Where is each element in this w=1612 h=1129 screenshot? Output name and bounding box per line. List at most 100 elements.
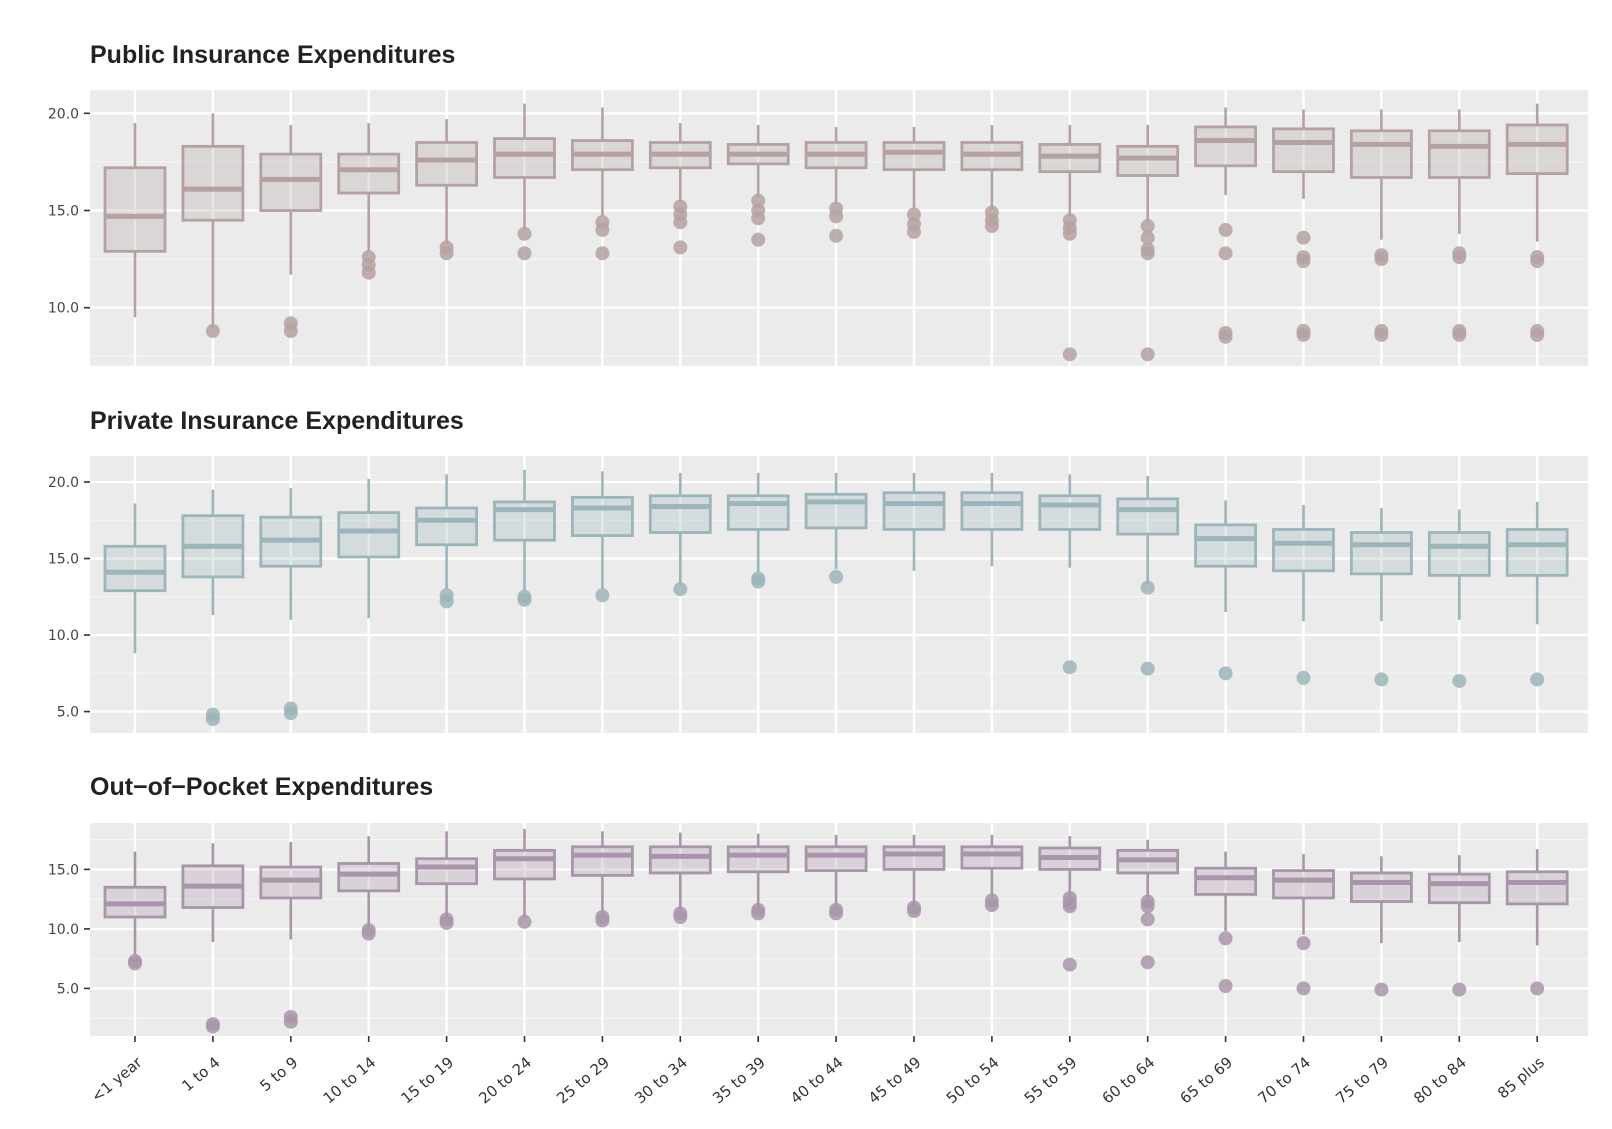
box-iqr: [337, 152, 401, 195]
box-17: [1427, 509, 1491, 688]
box-12: [1038, 474, 1102, 675]
outlier-point: [595, 588, 610, 603]
box-0: [103, 123, 167, 318]
outlier-point: [1530, 981, 1545, 996]
box-iqr: [571, 845, 634, 877]
outlier-point: [1530, 254, 1545, 269]
box-13: [1116, 124, 1180, 362]
box-6: [571, 471, 634, 603]
box-14: [1194, 851, 1257, 994]
outlier-point: [1140, 661, 1155, 676]
x-tick-label: 1 to 4: [178, 1053, 223, 1095]
box-8: [726, 124, 790, 247]
box-iqr: [493, 848, 556, 881]
box-9: [804, 472, 868, 584]
outlier-point: [907, 224, 921, 239]
outlier-point: [1452, 250, 1467, 265]
box-iqr: [1272, 528, 1335, 573]
panel-title-private: Private Insurance Expenditures: [90, 407, 464, 435]
box-iqr: [1427, 531, 1491, 577]
box-5: [493, 469, 556, 607]
outlier-point: [1296, 936, 1311, 951]
panel-title-out-of-pocket: Out−of−Pocket Expenditures: [90, 773, 434, 801]
outlier-point: [517, 226, 532, 241]
box-iqr: [648, 845, 712, 875]
outlier-point: [829, 228, 844, 243]
box-iqr: [103, 544, 167, 593]
panel-2: 5.0 10.0 15.0 <1 year 1 to 4 5 to 9 10 to 14 15…: [48, 823, 1588, 1107]
box-2: [259, 124, 323, 339]
outlier-point: [361, 265, 376, 280]
x-tick-label: 25 to 29: [553, 1053, 613, 1107]
outlier-point: [517, 246, 532, 261]
box-4: [415, 831, 479, 930]
box-3: [337, 478, 401, 619]
box-7: [648, 472, 712, 597]
outlier-point: [1062, 347, 1077, 362]
box-iqr: [259, 152, 323, 212]
box-1: [181, 113, 245, 339]
outlier-point: [361, 926, 376, 941]
x-tick-label: 30 to 34: [631, 1053, 691, 1107]
outlier-point: [1140, 912, 1155, 927]
outlier-point: [1062, 899, 1077, 914]
box-iqr: [493, 137, 556, 179]
box-iqr: [1194, 866, 1257, 896]
box-18: [1505, 103, 1569, 342]
outlier-point: [1296, 981, 1311, 996]
box-iqr: [1116, 144, 1180, 177]
box-17: [1427, 109, 1491, 342]
y-tick-label: 10.0: [48, 301, 79, 317]
outlier-point: [517, 592, 532, 607]
box-10: [882, 834, 946, 919]
outlier-point: [751, 211, 766, 226]
outlier-point: [439, 594, 454, 609]
box-iqr: [1194, 125, 1257, 168]
box-12: [1038, 836, 1102, 972]
x-tick-label: 5 to 9: [256, 1053, 301, 1095]
box-6: [571, 107, 634, 261]
box-iqr: [181, 144, 245, 222]
outlier-point: [1218, 979, 1233, 994]
box-iqr: [1038, 494, 1102, 531]
box-18: [1505, 501, 1569, 687]
outlier-point: [439, 915, 454, 930]
outlier-point: [829, 209, 844, 224]
box-3: [337, 836, 401, 941]
box-iqr: [882, 491, 946, 531]
box-iqr: [1427, 872, 1491, 905]
outlier-point: [205, 1019, 220, 1034]
outlier-point: [751, 193, 766, 208]
y-tick-label: 5.0: [57, 705, 79, 721]
outlier-point: [1062, 226, 1077, 241]
box-iqr: [103, 166, 167, 253]
outlier-point: [205, 712, 220, 727]
x-tick-label: <1 year: [88, 1053, 146, 1106]
outlier-point: [829, 906, 844, 921]
outlier-point: [829, 569, 844, 584]
outlier-point: [595, 222, 610, 237]
outlier-point: [673, 910, 688, 925]
x-tick-label: 50 to 54: [943, 1053, 1003, 1107]
box-14: [1194, 107, 1257, 344]
box-10: [882, 472, 946, 571]
outlier-point: [1140, 219, 1155, 234]
box-iqr: [882, 845, 946, 871]
x-tick-label: 20 to 24: [475, 1053, 535, 1107]
box-17: [1427, 855, 1491, 997]
box-16: [1350, 856, 1413, 997]
box-iqr: [1505, 870, 1569, 906]
outlier-point: [1452, 673, 1467, 688]
box-10: [882, 126, 946, 239]
outlier-point: [128, 956, 142, 971]
box-iqr: [1272, 869, 1335, 900]
box-13: [1116, 839, 1180, 970]
box-iqr: [1116, 497, 1180, 536]
x-tick-label: 40 to 44: [787, 1053, 847, 1107]
box-1: [181, 843, 245, 1034]
box-iqr: [1427, 129, 1491, 179]
box-5: [493, 828, 556, 929]
box-iqr: [1350, 531, 1413, 576]
x-tick-label: 35 to 39: [709, 1053, 769, 1107]
outlier-point: [1296, 254, 1311, 269]
